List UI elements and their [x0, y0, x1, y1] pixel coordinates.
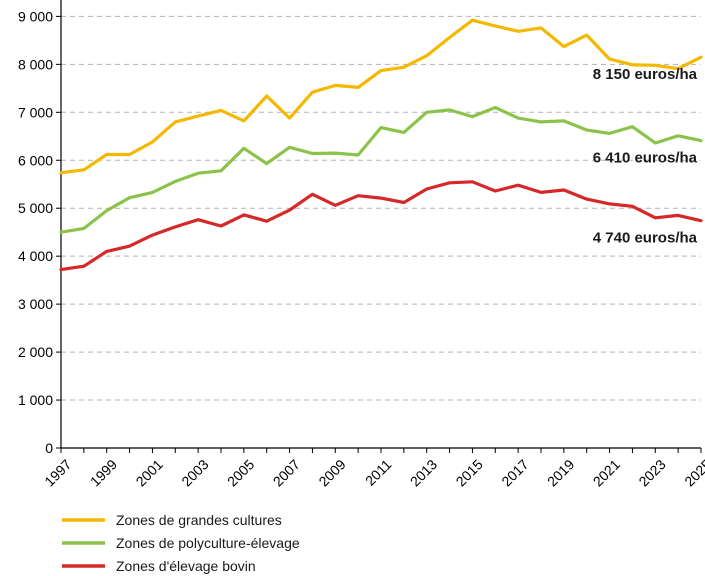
- legend: Zones de grandes cultures Zones de polycu…: [62, 512, 300, 574]
- y-tick-label: 9 000: [18, 8, 53, 24]
- x-tick-label: 1999: [87, 456, 120, 489]
- series-lines: [59, 18, 703, 272]
- y-tick-label: 8 000: [18, 56, 53, 72]
- x-tick-label: 2003: [178, 456, 211, 489]
- x-tick-label: 2007: [270, 456, 303, 489]
- y-tick-label: 0: [45, 440, 53, 456]
- x-tick-label: 2001: [133, 456, 166, 489]
- x-tick-label: 2009: [315, 456, 348, 489]
- y-tick-label: 3 000: [18, 296, 53, 312]
- x-tick-label: 2017: [498, 456, 531, 489]
- legend-label: Zones d'élevage bovin: [116, 558, 256, 574]
- legend-label: Zones de polyculture-élevage: [116, 535, 300, 551]
- y-tick-label: 7 000: [18, 104, 53, 120]
- series-end-label: 8 150 euros/ha: [593, 66, 698, 83]
- x-tick-label: 2013: [407, 456, 440, 489]
- y-tick-label: 1 000: [18, 392, 53, 408]
- legend-label: Zones de grandes cultures: [116, 512, 282, 528]
- x-tick-label: 2015: [453, 456, 486, 489]
- y-tick-label: 5 000: [18, 200, 53, 216]
- x-tick-label: 2005: [224, 456, 257, 489]
- end-labels: 8 150 euros/ha 6 410 euros/ha 4 740 euros/…: [593, 66, 698, 247]
- x-axis: 1997 1999 2001 2003 2005 2007 2009 2011 2013 2015…: [41, 447, 705, 490]
- y-axis: 0 1 000 2 000 3 000 4 000 5 000 6 000 7 000 8 00…: [18, 0, 62, 456]
- y-tick-label: 4 000: [18, 248, 53, 264]
- series-line: [59, 18, 703, 175]
- gridlines: [61, 15, 701, 401]
- x-tick-label: 2011: [362, 456, 395, 489]
- x-tick-label: 2023: [635, 456, 668, 489]
- series-line: [59, 180, 703, 272]
- x-tick-label: 2021: [590, 456, 623, 489]
- x-tick-label: 1997: [41, 456, 74, 489]
- x-tick-label: 2025: [681, 456, 705, 489]
- series-end-label: 4 740 euros/ha: [593, 230, 698, 247]
- series-line: [59, 105, 703, 234]
- x-tick-label: 2019: [544, 456, 577, 489]
- y-tick-label: 6 000: [18, 152, 53, 168]
- y-tick-label: 2 000: [18, 344, 53, 360]
- series-end-label: 6 410 euros/ha: [593, 150, 698, 167]
